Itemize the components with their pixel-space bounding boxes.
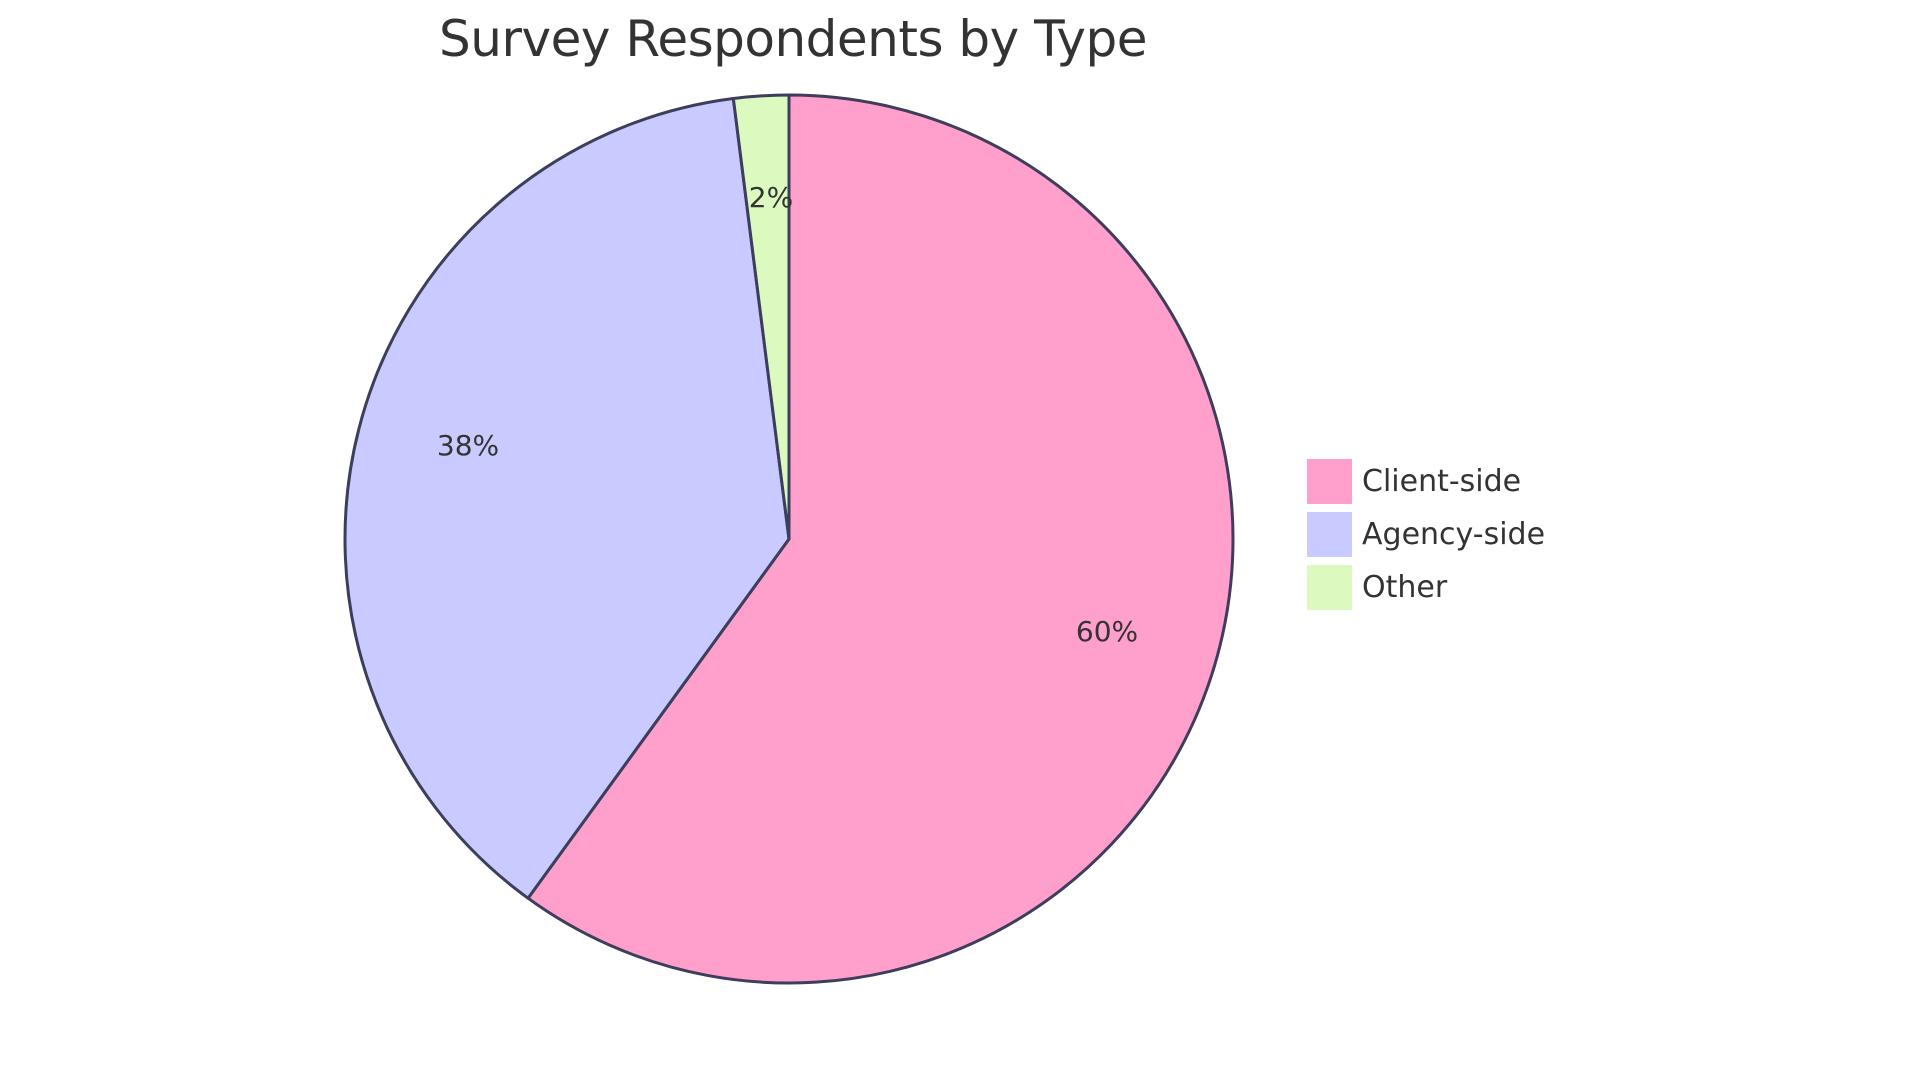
legend-swatch-other — [1307, 565, 1352, 610]
legend-item-client-side[interactable]: Client-side — [1307, 459, 1545, 504]
chart-title: Survey Respondents by Type — [439, 10, 1147, 68]
slice-label-other: 2% — [749, 181, 793, 214]
slice-label-client-side: 60% — [1076, 615, 1138, 648]
legend: Client-side Agency-side Other — [1307, 459, 1545, 618]
legend-item-other[interactable]: Other — [1307, 565, 1545, 610]
pie-slice-client-side[interactable] — [526, 93, 1235, 985]
legend-item-agency-side[interactable]: Agency-side — [1307, 512, 1545, 557]
pie-slices — [343, 93, 1235, 985]
slice-label-agency-side: 38% — [437, 429, 499, 462]
legend-label-other: Other — [1362, 570, 1448, 605]
pie-slice-other[interactable] — [731, 93, 791, 541]
legend-swatch-agency-side — [1307, 512, 1352, 557]
legend-label-agency-side: Agency-side — [1362, 517, 1546, 552]
legend-swatch-client-side — [1307, 459, 1352, 504]
legend-label-client-side: Client-side — [1362, 464, 1522, 499]
pie-slice-agency-side[interactable] — [343, 97, 791, 900]
